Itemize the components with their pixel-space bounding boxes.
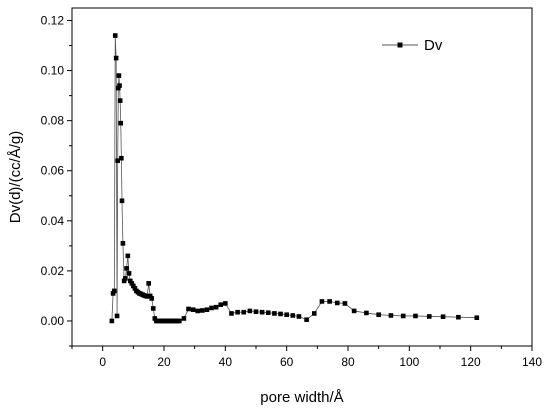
y-tick-label: 0.08 (41, 114, 65, 128)
data-point (474, 315, 480, 321)
data-point (123, 276, 128, 281)
x-axis-title: pore width/Å (260, 389, 343, 406)
data-point (152, 316, 158, 321)
data-point (229, 311, 234, 316)
data-point (129, 281, 135, 286)
data-point (247, 308, 253, 314)
data-point (235, 309, 240, 315)
data-point (426, 314, 432, 319)
data-point (177, 318, 182, 324)
data-point (200, 308, 205, 313)
x-tick-label: 0 (99, 355, 106, 369)
data-point (116, 85, 121, 91)
y-axis-title: Dv(d)/(cc/Å/g) (7, 131, 24, 224)
data-point (413, 313, 418, 319)
data-point (388, 313, 394, 318)
data-point (327, 299, 332, 304)
data-point (110, 291, 116, 296)
data-point (114, 313, 120, 319)
data-point (127, 278, 133, 284)
y-tick-label: 0.12 (41, 14, 65, 28)
data-point (190, 307, 196, 312)
data-point (117, 83, 122, 88)
data-point (112, 33, 118, 38)
y-tick-label: 0.10 (41, 64, 65, 78)
data-point (364, 310, 369, 316)
data-point (121, 278, 127, 284)
data-point (440, 314, 446, 320)
data-point (132, 286, 138, 291)
plot-frame (71, 7, 533, 347)
x-tick-label: 60 (280, 355, 294, 369)
data-point (126, 271, 132, 276)
x-tick-label: 40 (219, 355, 233, 369)
data-point (204, 307, 210, 312)
data-point (117, 98, 123, 103)
data-point (119, 198, 125, 204)
data-point (115, 158, 120, 164)
data-point (181, 316, 187, 321)
data-point (213, 304, 219, 310)
data-point (334, 300, 340, 306)
data-point (253, 309, 259, 314)
data-point (241, 309, 247, 315)
data-point (304, 317, 309, 323)
data-point (351, 308, 357, 314)
data-point (376, 312, 381, 318)
data-point (116, 73, 122, 78)
data-point (112, 288, 117, 294)
data-point (342, 301, 348, 306)
data-point (124, 266, 129, 271)
data-point (125, 253, 131, 259)
data-point (146, 281, 151, 286)
data-point (265, 310, 271, 316)
data-point (456, 314, 461, 320)
y-tick-label: 0.04 (41, 214, 65, 228)
data-point (118, 120, 124, 126)
data-point (144, 294, 150, 299)
data-point (113, 55, 119, 61)
data-point (109, 318, 115, 324)
x-tick-label: 80 (341, 355, 355, 369)
y-tick-label: 0.06 (41, 164, 65, 178)
data-point (259, 309, 265, 315)
data-point (147, 293, 153, 299)
x-tick-label: 100 (399, 355, 419, 369)
y-tick-label: 0.00 (41, 314, 65, 328)
data-point (284, 312, 289, 318)
data-point (119, 155, 124, 161)
data-point (150, 306, 156, 311)
data-point (218, 302, 224, 307)
data-point (120, 241, 126, 246)
data-point (296, 314, 302, 319)
data-point (149, 296, 155, 301)
data-point (195, 308, 201, 314)
x-tick-label: 140 (522, 355, 542, 369)
data-point (209, 305, 214, 311)
data-point (186, 306, 191, 312)
data-layer (109, 33, 480, 324)
data-point (278, 311, 283, 317)
data-point (272, 311, 277, 316)
data-point (319, 299, 325, 304)
x-tick-label: 20 (157, 355, 171, 369)
series-line (111, 35, 477, 322)
data-point (131, 283, 136, 289)
legend-marker (397, 42, 403, 48)
x-tick-label: 120 (461, 355, 481, 369)
data-point (400, 313, 406, 319)
data-point (290, 313, 296, 318)
data-point (311, 311, 317, 316)
y-tick-label: 0.02 (41, 264, 65, 278)
ticks-layer: 0 20 40 60 80 100 120 140 0.00 0.02 0.04 0.06 0.08 0.… (41, 14, 543, 369)
legend: Dv (382, 37, 443, 54)
data-point (223, 301, 228, 306)
legend-label: Dv (424, 37, 443, 54)
